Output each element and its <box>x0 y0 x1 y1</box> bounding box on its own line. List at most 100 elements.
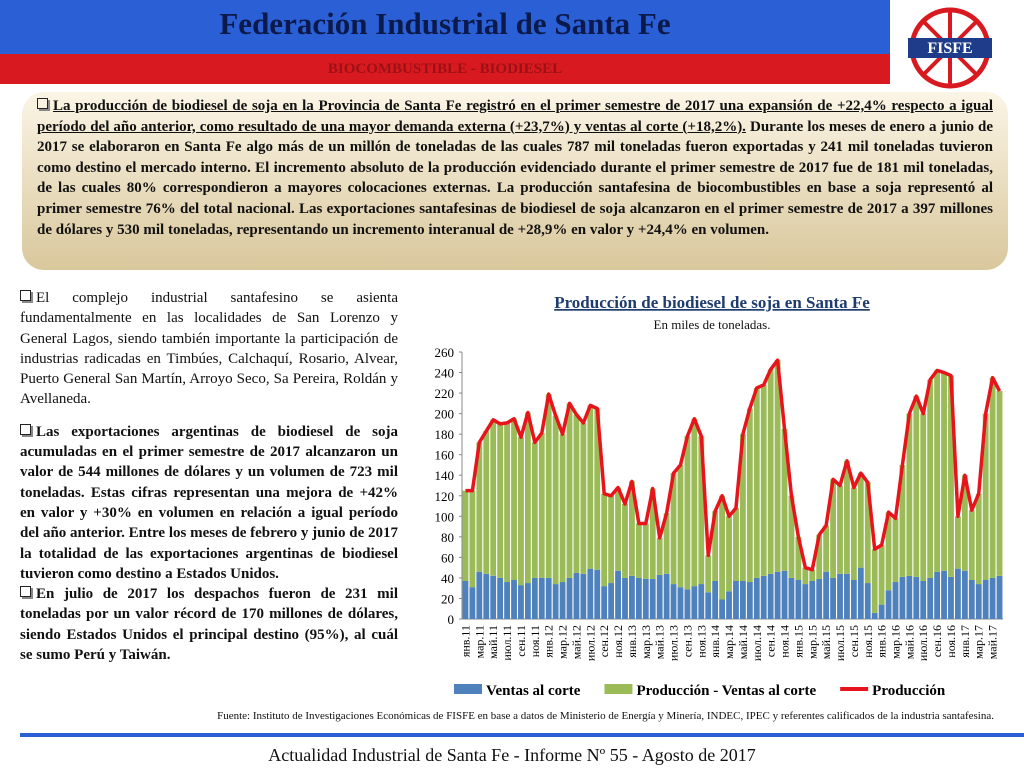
x-tick-label: янв.16 <box>875 625 889 658</box>
x-tick-label: сен.12 <box>597 625 611 657</box>
bar-segment <box>968 579 975 619</box>
footer-line <box>20 733 1024 737</box>
x-tick-label: мар.14 <box>722 625 736 659</box>
bar-segment <box>642 578 649 619</box>
bar-segment <box>462 581 469 619</box>
bar-segment <box>615 570 621 619</box>
y-tick-label: 220 <box>435 386 455 401</box>
header-subtitle: BIOCOMBUSTIBLE - BIODIESEL <box>327 61 563 77</box>
header-title: Federación Industrial de Santa Fe <box>219 6 671 41</box>
bar-segment <box>788 495 795 578</box>
bar-segment <box>788 577 795 619</box>
bar-segment <box>733 508 739 582</box>
bar-segment <box>948 375 954 577</box>
bar-segment <box>968 510 975 580</box>
bullet-icon <box>20 290 31 301</box>
legend-label: Producción <box>872 683 946 699</box>
bar-segment <box>524 412 531 584</box>
chart-title: Producción de biodiesel de soja en Santa… <box>554 293 870 312</box>
x-tick-label: янв.15 <box>791 625 805 658</box>
x-tick-label: ноя.13 <box>694 625 708 658</box>
bar-segment <box>677 464 684 588</box>
bar-segment <box>760 575 767 619</box>
bar-segment <box>504 582 510 619</box>
bar-segment <box>504 422 510 583</box>
bar-segment <box>816 534 823 579</box>
bar-segment <box>698 584 705 619</box>
bar-segment <box>913 396 920 577</box>
bar-segment <box>629 575 635 619</box>
bar-segment <box>961 570 968 619</box>
bar-segment <box>941 372 947 571</box>
bar-segment <box>622 577 628 619</box>
bar-segment <box>545 577 552 619</box>
bar-segment <box>545 394 552 578</box>
x-tick-label: янв.12 <box>542 625 556 658</box>
bar-segment <box>906 413 913 576</box>
x-tick-label: июл.12 <box>583 625 597 661</box>
bar-segment <box>844 573 850 619</box>
bar-segment <box>816 578 823 619</box>
legend-label: Ventas al corte <box>486 683 581 699</box>
bullet-icon <box>20 423 31 435</box>
bar-segment <box>518 585 524 619</box>
x-tick-label: ноя.11 <box>528 625 542 657</box>
bar-segment <box>892 582 899 619</box>
bar-segment <box>490 575 497 619</box>
logo: FISFE <box>908 7 992 89</box>
logo-text: FISFE <box>927 40 972 57</box>
bar-segment <box>705 555 712 593</box>
bar-segment <box>753 387 760 578</box>
bar-segment <box>469 490 476 588</box>
source-note: Fuente: Instituto de Investigaciones Eco… <box>217 710 994 722</box>
bar-segment <box>490 419 497 576</box>
y-tick-label: 60 <box>441 550 454 565</box>
bar-segment <box>573 414 580 573</box>
left-column: El complejo industrial santafesino se as… <box>20 288 398 665</box>
bar-segment <box>899 576 906 619</box>
summary-box: La producción de biodiesel de soja en la… <box>22 92 1008 270</box>
bar-segment <box>774 571 781 619</box>
bar-segment <box>739 581 746 619</box>
bar-segment <box>587 568 594 619</box>
bar-segment <box>837 485 843 574</box>
bar-segment <box>511 579 517 619</box>
y-tick-label: 240 <box>435 366 455 381</box>
bar-segment <box>948 576 954 619</box>
bar-segment <box>656 574 663 619</box>
bar-segment <box>913 576 920 619</box>
bar-segment <box>934 370 941 572</box>
bar-segment <box>462 490 469 582</box>
x-tick-label: май.17 <box>986 625 1000 659</box>
bar-segment <box>906 575 913 619</box>
bar-segment <box>767 369 774 574</box>
bar-segment <box>920 581 927 619</box>
bar-segment <box>469 587 476 619</box>
bar-segment <box>608 495 615 584</box>
x-tick-label: сен.15 <box>847 625 861 657</box>
bar-segment <box>774 360 781 572</box>
x-tick-label: ноя.15 <box>861 625 875 658</box>
bar-segment <box>746 408 753 583</box>
y-tick-label: 180 <box>435 427 455 442</box>
bar-segment <box>809 569 816 582</box>
bar-segment <box>927 379 934 578</box>
bar-segment <box>642 523 649 579</box>
bar-segment <box>691 586 698 619</box>
subtitle-band <box>0 54 890 84</box>
legend-swatch <box>604 684 633 694</box>
bar-segment <box>823 571 830 619</box>
bar-segment <box>857 473 864 568</box>
bar-segment <box>656 537 663 575</box>
bar-segment <box>844 460 850 574</box>
x-tick-label: сен.11 <box>514 625 528 657</box>
bar-segment <box>594 569 601 619</box>
bar-segment <box>712 511 719 582</box>
bar-segment <box>850 579 857 619</box>
bar-segment <box>483 573 490 619</box>
bar-segment <box>476 442 483 572</box>
bar-segment <box>809 581 816 619</box>
bar-segment <box>566 403 573 578</box>
bar-segment <box>684 436 691 590</box>
bar-segment <box>601 493 608 587</box>
